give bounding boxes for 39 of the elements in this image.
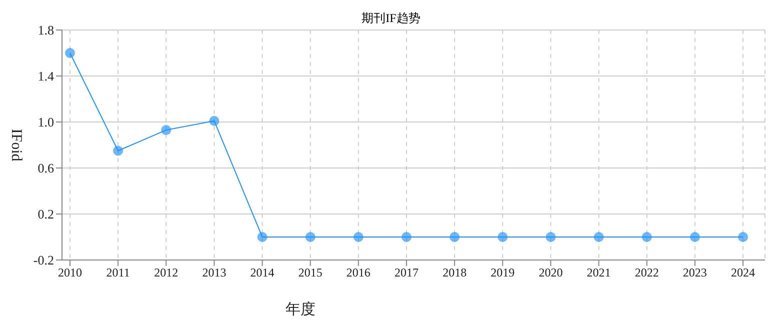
point [305,232,316,242]
point [450,232,460,242]
y-tick-label: 1.8 [38,22,54,38]
y-tick-label: -0.2 [33,252,54,268]
point [738,232,748,242]
point [161,125,172,136]
x-tick-label: 2020 [538,266,563,280]
y-tick-label: 1.0 [38,114,54,130]
x-tick-label: 2014 [250,266,274,280]
point [353,232,364,242]
x-tick-label: 2015 [298,266,322,280]
y-axis-title: IFoid [8,128,24,162]
x-tick-label: 2013 [202,266,226,280]
x-tick-label: 2010 [58,266,82,280]
x-tick-label: 2011 [106,266,130,280]
y-tick-label: 1.4 [38,68,54,84]
x-tick-label: 2021 [586,266,611,280]
y-tick-label: 0.2 [38,206,54,222]
point [209,116,220,126]
x-tick-label: 2024 [731,266,755,280]
x-tick-label: 2018 [442,266,467,280]
x-tick-label: 2019 [490,266,515,280]
x-axis-title: 年度 [286,301,316,318]
x-tick-label: 2012 [154,266,178,280]
x-tick-label: 2022 [634,266,659,280]
x-tick-label: 2023 [682,266,707,280]
point [113,146,124,156]
point [257,232,268,242]
chart-title: 期刊IF趋势 [362,11,420,25]
point [498,232,508,242]
point [690,232,700,242]
point [65,48,75,58]
y-tick-label: 0.6 [38,160,54,176]
x-tick-label: 2017 [394,266,418,280]
point [642,232,652,242]
x-tick-label: 2016 [346,266,370,280]
point [594,232,604,242]
point [546,232,556,242]
point [402,232,412,242]
